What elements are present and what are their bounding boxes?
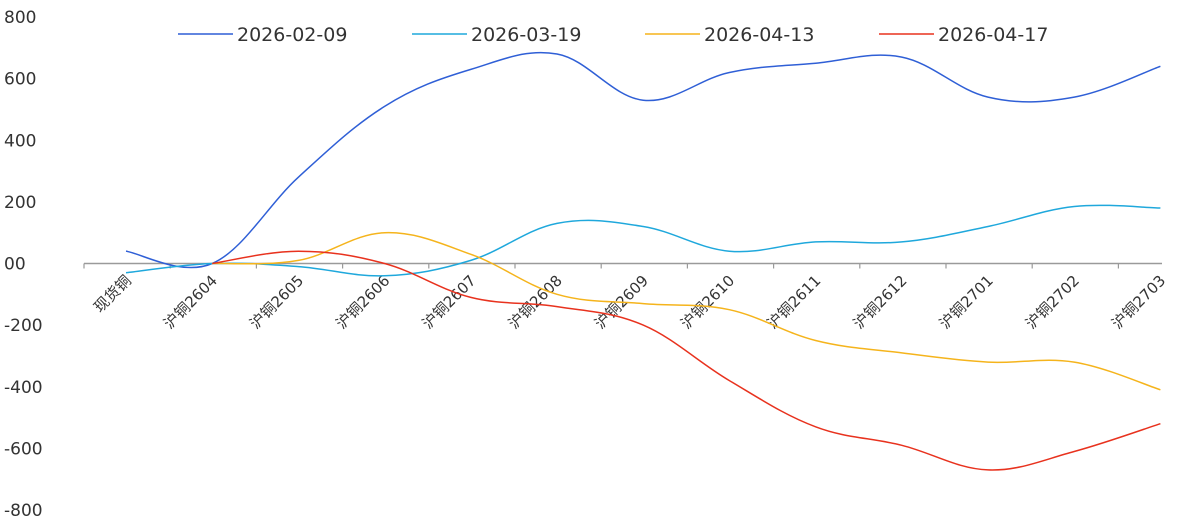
x-tick-label: 沪铜2605	[246, 272, 307, 333]
series-line-2026-03-19	[125, 204, 1161, 277]
x-tick-label: 沪铜2604	[160, 272, 221, 333]
y-tick-label: -200	[4, 316, 43, 336]
series-line-2026-04-17	[212, 250, 1161, 471]
series-lines	[125, 51, 1161, 471]
y-tick-label: -600	[4, 439, 43, 459]
y-tick-label: 400	[4, 131, 36, 151]
y-tick-label: 00	[4, 255, 26, 275]
legend-label: 2026-02-09	[237, 24, 347, 46]
series-line-2026-02-09	[125, 51, 1161, 269]
x-tick-label: 沪铜2701	[936, 272, 997, 333]
y-tick-label: 200	[4, 193, 36, 213]
x-tick-label: 沪铜2606	[332, 272, 393, 333]
x-axis: 现货铜 沪铜2604 沪铜2605 沪铜2606 沪铜2607 沪铜2608 沪铜2609 沪…	[83, 262, 1169, 333]
y-tick-label: -400	[4, 378, 43, 398]
y-tick-label: 600	[4, 70, 36, 90]
x-tick-label: 沪铜2611	[763, 272, 824, 333]
y-tick-label: 800	[4, 8, 36, 28]
y-axis: 800 600 400 200 00 -200 -400 -600 -800	[4, 8, 43, 516]
x-tick-label: 沪铜2608	[505, 272, 566, 333]
legend: 2026-02-09 2026-03-19 2026-04-13 2026-04-17	[178, 24, 1048, 46]
legend-label: 2026-04-13	[704, 24, 814, 46]
x-tick-label: 沪铜2703	[1108, 272, 1169, 333]
x-tick-label: 沪铜2702	[1022, 272, 1083, 333]
legend-label: 2026-04-17	[938, 24, 1048, 46]
x-tick-label: 现货铜	[90, 272, 135, 317]
legend-label: 2026-03-19	[471, 24, 581, 46]
series-line-2026-04-13	[212, 231, 1161, 391]
y-tick-label: -800	[4, 501, 43, 516]
x-tick-label: 沪铜2612	[850, 272, 911, 333]
x-tick-label: 沪铜2610	[677, 272, 738, 333]
